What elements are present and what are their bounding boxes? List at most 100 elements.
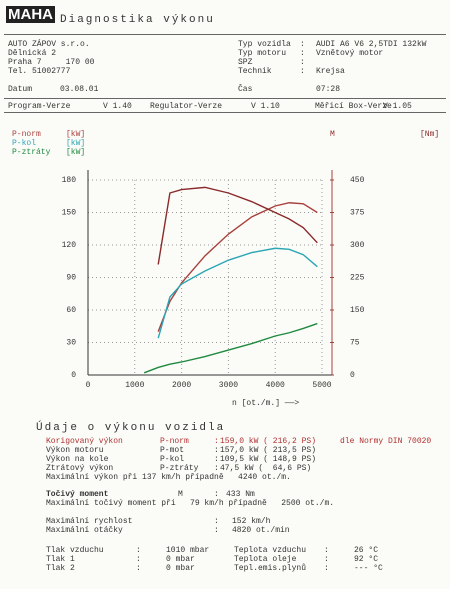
legend-unit: [kW] [66, 130, 86, 139]
vehicle-field: : [300, 67, 305, 76]
result-field: : [214, 437, 219, 446]
y2-tick-label: 75 [350, 339, 360, 348]
ambient-field: : [136, 546, 141, 555]
legend-unit: [kW] [66, 148, 86, 157]
rule [4, 98, 446, 99]
ambient-field: Tlak 2 [46, 564, 75, 573]
max-torque: Maximální točivý moment při 79 km/h příp… [46, 499, 335, 508]
vehicle-field: : [300, 49, 305, 58]
vehicle-field: Vznětový motor [316, 49, 384, 58]
ambient-field: --- °C [354, 564, 383, 573]
x-tick-label: 1000 [125, 381, 144, 390]
customer-line: Tel. 51002777 [8, 67, 71, 76]
result-field: P-mot [160, 446, 185, 455]
result-field: : [214, 446, 219, 455]
result-field: : [214, 455, 219, 464]
vehicle-field: Krejsa [316, 67, 345, 76]
rule [4, 112, 446, 113]
max-power: Maximální výkon při 137 km/h případně 42… [46, 473, 291, 482]
ambient-field: : [324, 564, 329, 573]
ambient-field: Tlak vzduchu [46, 546, 104, 555]
speed-field: 152 km/h [232, 517, 271, 526]
y-tick-label: 30 [66, 339, 76, 348]
result-field: : [214, 464, 219, 473]
y-tick-label: 120 [62, 241, 77, 250]
result-field: Ztrátový výkon [46, 464, 114, 473]
legend-name: P-kol [12, 139, 37, 148]
x-tick-label: 4000 [266, 381, 285, 390]
ambient-field: Tepl.emis.plynů [234, 564, 307, 573]
result-field: P-norm [160, 437, 189, 446]
result-field: Výkon na kole [46, 455, 109, 464]
vehicle-field: Typ motoru [238, 49, 287, 58]
customer-line: Praha 7 170 00 [8, 58, 95, 67]
logo: MAHA [6, 6, 55, 23]
y-tick-label: 150 [62, 209, 77, 218]
result-field: 159,0 kW ( 216,2 PS) [220, 437, 317, 446]
y2-tick-label: 300 [350, 241, 365, 250]
series-line [157, 247, 318, 339]
legend-name: M [330, 130, 335, 139]
results-title: Údaje o výkonu vozidla [36, 422, 226, 434]
x-tick-label: 2000 [172, 381, 191, 390]
time-label: Čas [238, 85, 253, 94]
ambient-field: Tlak 1 [46, 555, 75, 564]
ambient-field: : [136, 555, 141, 564]
torque-field: M [178, 490, 183, 499]
vehicle-field: : [300, 58, 305, 67]
speed-field: : [214, 526, 219, 535]
customer-line: AUTO ZÁPOV s.r.o. [8, 40, 90, 49]
y2-tick-label: 225 [350, 274, 365, 283]
series-line [157, 202, 318, 332]
ambient-field: : [324, 546, 329, 555]
result-field: P-ztráty [160, 464, 199, 473]
vehicle-field: Technik [238, 67, 272, 76]
legend-unit: [kW] [66, 139, 86, 148]
result-field: 157,0 kW ( 213,5 PS) [220, 446, 317, 455]
vehicle-field: Typ vozidla [238, 40, 291, 49]
y2-tick-label: 150 [350, 306, 365, 315]
x-tick-label: 5000 [312, 381, 331, 390]
y2-tick-label: 375 [350, 209, 365, 218]
torque-field: 433 Nm [226, 490, 255, 499]
vehicle-field: AUDI A6 V6 2,5TDI 132kW [316, 40, 427, 49]
speed-field: 4820 ot./min [232, 526, 290, 535]
time: 07:28 [316, 85, 341, 94]
chart: 0 30 60 90 120 150 180 0 75 150 225 300 375 450 0 1000 2… [62, 170, 365, 408]
series-line [143, 322, 318, 374]
ambient-field: : [136, 564, 141, 573]
y-tick-label: 90 [66, 274, 76, 283]
version: V 1.40 [103, 102, 132, 111]
ambient-field: Teplota oleje [234, 555, 297, 564]
speed-field: Maximální otáčky [46, 526, 123, 535]
x-tick-label: 3000 [219, 381, 238, 390]
result-field: Výkon motoru [46, 446, 104, 455]
result-field: P-kol [160, 455, 185, 464]
version: Měřicí Box-Verze [315, 102, 392, 111]
ambient-field: 26 °C [354, 546, 379, 555]
y2-tick-label: 450 [350, 176, 365, 185]
ambient-field: Teplota vzduchu [234, 546, 307, 555]
y2-tick-label: 0 [350, 371, 355, 380]
speed-field: : [214, 517, 219, 526]
result-field: Korigovaný výkon [46, 437, 123, 446]
ambient-field: 0 mbar [166, 564, 195, 573]
legend-unit: [Nm] [420, 130, 440, 139]
rule [4, 34, 446, 35]
version: Regulator-Verze [150, 102, 223, 111]
version: Program-Verze [8, 102, 71, 111]
result-field: 109,5 kW ( 148,9 PS) [220, 455, 317, 464]
vehicle-field: : [300, 40, 305, 49]
x-tick-label: 0 [86, 381, 91, 390]
series-line [157, 186, 318, 265]
x-axis-label: n [ot./m.] ——> [232, 399, 299, 408]
legend-name: P-norm [12, 130, 41, 139]
ambient-field: 0 mbar [166, 555, 195, 564]
vehicle-field: SPZ [238, 58, 253, 67]
torque-field: Točivý moment [46, 490, 109, 499]
date: 03.08.01 [60, 85, 99, 94]
customer-line: Dělnická 2 [8, 49, 57, 58]
ambient-field: 92 °C [354, 555, 379, 564]
y-tick-label: 0 [71, 371, 76, 380]
